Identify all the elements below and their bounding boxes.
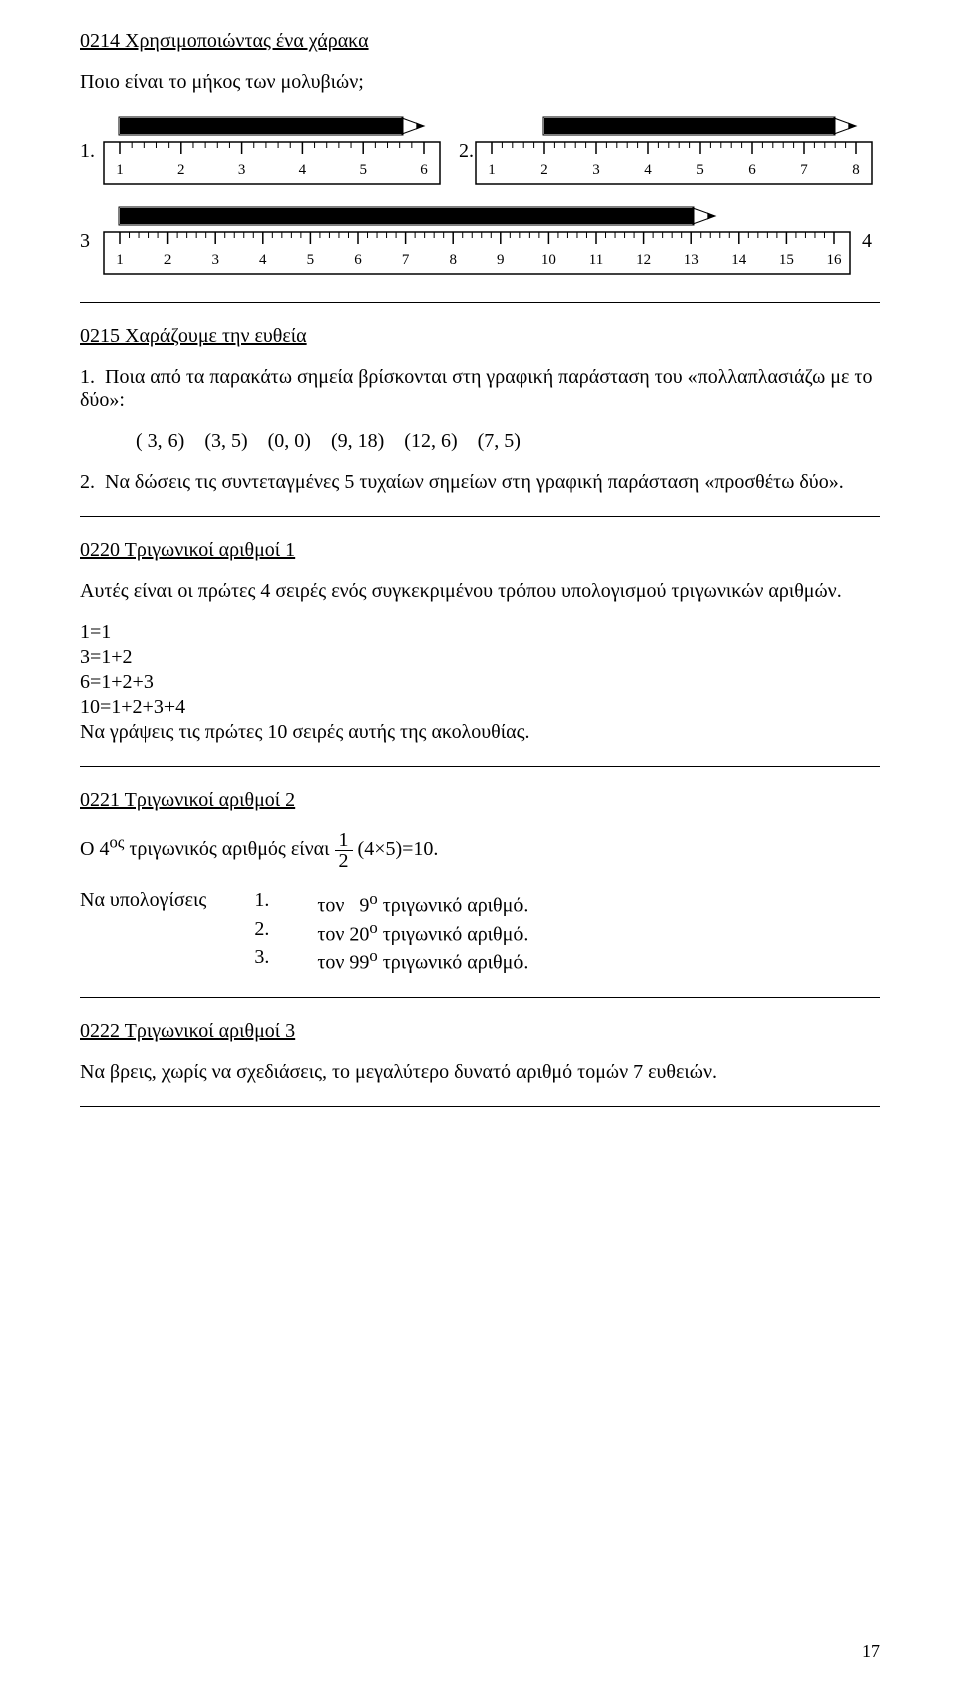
- svg-text:6: 6: [420, 162, 428, 178]
- page-number: 17: [862, 1641, 880, 1662]
- svg-text:5: 5: [307, 252, 315, 268]
- section-title: 0220 Τριγωνικοί αριθμοί 1: [80, 539, 880, 562]
- divider: [80, 766, 880, 767]
- divider: [80, 302, 880, 303]
- svg-text:12: 12: [636, 252, 651, 268]
- question-text: Ποιο είναι το μήκος των μολυβιών;: [80, 71, 880, 94]
- pencil-ruler-3: 12345678910111213141516: [102, 202, 852, 280]
- text: τριγωνικός αριθμός είναι: [124, 838, 334, 860]
- task-text: Να βρεις, χωρίς να σχεδιάσεις, το μεγαλύ…: [80, 1061, 880, 1084]
- svg-text:6: 6: [748, 162, 756, 178]
- text: Ο 4: [80, 838, 109, 860]
- ruler-label-1: 1.: [80, 140, 102, 163]
- svg-text:8: 8: [449, 252, 457, 268]
- pencil-ruler-1: 1 2 3 4 5 6: [102, 112, 442, 190]
- svg-text:1: 1: [116, 162, 124, 178]
- svg-text:4: 4: [259, 252, 267, 268]
- task-text: Να γράψεις τις πρώτες 10 σειρές αυτής τη…: [80, 721, 880, 744]
- svg-text:1: 1: [488, 162, 496, 178]
- svg-text:3: 3: [238, 162, 246, 178]
- svg-text:3: 3: [592, 162, 600, 178]
- seq-line: 3=1+2: [80, 646, 880, 669]
- list-text: Ποια από τα παρακάτω σημεία βρίσκονται σ…: [80, 366, 872, 411]
- svg-text:13: 13: [684, 252, 699, 268]
- divider: [80, 516, 880, 517]
- points-list: ( 3, 6) (3, 5) (0, 0) (9, 18) (12, 6) (7…: [136, 430, 880, 453]
- ruler-label-2: 2.: [442, 140, 474, 163]
- section-title: 0221 Τριγωνικοί αριθμοί 2: [80, 789, 880, 812]
- text: (4×5)=10.: [353, 838, 439, 860]
- fraction-numerator: 1: [335, 830, 353, 851]
- seq-line: 6=1+2+3: [80, 671, 880, 694]
- intro-text: Αυτές είναι οι πρώτες 4 σειρές ενός συγκ…: [80, 580, 880, 603]
- section-title: 0214 Χρησιμοποιώντας ένα χάρακα: [80, 30, 880, 53]
- ruler-row-bottom: 3 12345678910111213141516 4: [80, 202, 880, 280]
- ruler-row-top: 1. 1 2 3 4 5 6 2. 1 2 3 4 5 6 7 8: [80, 112, 880, 190]
- superscript: ος: [109, 832, 124, 851]
- calc-text: τον 99ο τριγωνικό αριθμό.: [317, 946, 576, 975]
- calc-label: Να υπολογίσεις: [80, 889, 254, 918]
- ruler-label-4: 4: [862, 230, 872, 253]
- svg-text:11: 11: [589, 252, 603, 268]
- section-title: 0222 Τριγωνικοί αριθμοί 3: [80, 1020, 880, 1043]
- calc-num: 3.: [254, 946, 317, 975]
- svg-text:7: 7: [402, 252, 410, 268]
- formula-line: Ο 4ος τριγωνικός αριθμός είναι 12 (4×5)=…: [80, 830, 880, 871]
- svg-text:5: 5: [359, 162, 367, 178]
- svg-text:8: 8: [852, 162, 860, 178]
- svg-text:5: 5: [696, 162, 704, 178]
- svg-text:2: 2: [540, 162, 548, 178]
- ruler-label-3: 3: [80, 230, 102, 253]
- svg-text:10: 10: [541, 252, 556, 268]
- svg-text:16: 16: [827, 252, 843, 268]
- svg-text:4: 4: [644, 162, 652, 178]
- calc-num: 1.: [254, 889, 317, 918]
- svg-text:9: 9: [497, 252, 505, 268]
- svg-text:15: 15: [779, 252, 794, 268]
- list-number: 2.: [80, 471, 100, 494]
- list-text: Να δώσεις τις συντεταγμένες 5 τυχαίων ση…: [105, 471, 844, 493]
- fraction-denominator: 2: [335, 851, 353, 871]
- divider: [80, 1106, 880, 1107]
- svg-text:2: 2: [164, 252, 172, 268]
- calc-num: 2.: [254, 918, 317, 947]
- divider: [80, 997, 880, 998]
- calc-text: τον 9ο τριγωνικό αριθμό.: [317, 889, 576, 918]
- list-item: 1. Ποια από τα παρακάτω σημεία βρίσκοντα…: [80, 366, 880, 412]
- svg-text:4: 4: [299, 162, 307, 178]
- svg-text:6: 6: [354, 252, 362, 268]
- seq-line: 1=1: [80, 621, 880, 644]
- svg-text:7: 7: [800, 162, 808, 178]
- svg-text:14: 14: [731, 252, 747, 268]
- svg-text:2: 2: [177, 162, 185, 178]
- list-number: 1.: [80, 366, 100, 389]
- seq-line: 10=1+2+3+4: [80, 696, 880, 719]
- calc-text: τον 20ο τριγωνικό αριθμό.: [317, 918, 576, 947]
- pencil-ruler-2: 1 2 3 4 5 6 7 8: [474, 112, 874, 190]
- list-item: 2. Να δώσεις τις συντεταγμένες 5 τυχαίων…: [80, 471, 880, 494]
- section-title: 0215 Χαράζουμε την ευθεία: [80, 325, 880, 348]
- svg-text:3: 3: [211, 252, 219, 268]
- fraction: 12: [335, 830, 353, 871]
- svg-text:1: 1: [116, 252, 124, 268]
- calc-block: Να υπολογίσεις 1. τον 9ο τριγωνικό αριθμ…: [80, 889, 576, 975]
